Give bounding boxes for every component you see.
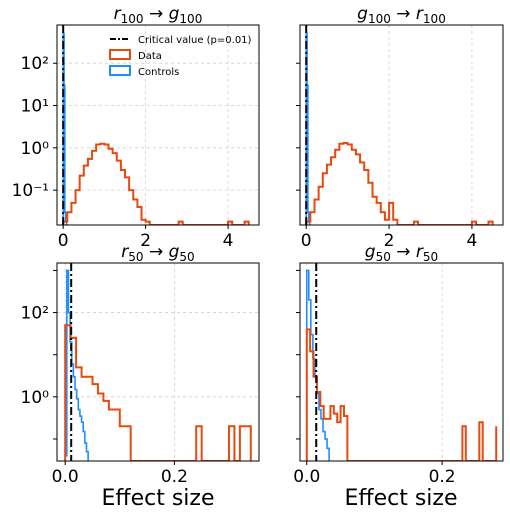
x-tick-label: 0 bbox=[301, 231, 312, 251]
controls-histogram-series bbox=[305, 32, 312, 225]
x-tick-label: 0.0 bbox=[52, 467, 79, 487]
x-tick-label: 2 bbox=[384, 231, 395, 251]
x-tick-label: 4 bbox=[223, 231, 234, 251]
x-tick-label: 0.2 bbox=[161, 467, 188, 487]
legend-controls-swatch bbox=[109, 65, 131, 76]
controls-histogram-series bbox=[64, 269, 89, 461]
axes-frame bbox=[299, 262, 504, 462]
controls-histogram-series bbox=[62, 32, 69, 225]
panel-title: g100 → r100 bbox=[357, 4, 446, 26]
x-tick-label: 2 bbox=[140, 231, 151, 251]
data-histogram-series bbox=[305, 328, 498, 461]
y-tick-label: 10⁰ bbox=[21, 388, 50, 408]
x-tick-label: 0.2 bbox=[429, 467, 456, 487]
x-tick-label: 0.0 bbox=[293, 467, 320, 487]
panel-r50_g50: 0.0 0.2 10⁰ 10² r50 → g50 bbox=[21, 242, 260, 487]
x-axis-label-right: Effect size bbox=[345, 486, 458, 511]
panel-g50_r50: 0.0 0.2 g50 → r50 bbox=[293, 242, 504, 487]
panel-title: r100 → g100 bbox=[114, 4, 203, 26]
data-histogram-series bbox=[64, 324, 252, 461]
y-tick-label: 10² bbox=[21, 54, 49, 74]
panel-g100_r100: 0 2 4 g100 → r100 bbox=[296, 4, 504, 251]
legend-controls-label: Controls bbox=[138, 67, 179, 78]
controls-histogram-series bbox=[305, 269, 330, 461]
y-tick-label: 10² bbox=[21, 304, 49, 324]
axes-frame bbox=[56, 24, 260, 226]
data-histogram-series bbox=[62, 142, 250, 225]
legend-critical-label: Critical value (p=0.01) bbox=[138, 35, 252, 46]
x-tick-label: 4 bbox=[467, 231, 478, 251]
legend-data-swatch bbox=[109, 49, 131, 60]
panel-r100_g100: 0 2 4 10⁻¹ 10⁰ 10¹ 10² r100 → g100 bbox=[12, 4, 260, 251]
axes-frame bbox=[56, 262, 260, 462]
legend-data-label: Data bbox=[138, 51, 162, 62]
y-tick-label: 10⁰ bbox=[21, 139, 50, 159]
axes-frame bbox=[299, 24, 504, 226]
y-tick-label: 10¹ bbox=[21, 97, 49, 117]
legend: Critical value (p=0.01) Data Controls bbox=[109, 35, 252, 78]
panel-title: g50 → r50 bbox=[365, 242, 438, 264]
y-tick-label: 10⁻¹ bbox=[12, 181, 49, 201]
data-histogram-series bbox=[305, 142, 494, 225]
x-tick-label: 0 bbox=[58, 231, 69, 251]
panel-title: r50 → g50 bbox=[121, 242, 194, 264]
x-axis-label-left: Effect size bbox=[102, 486, 215, 511]
